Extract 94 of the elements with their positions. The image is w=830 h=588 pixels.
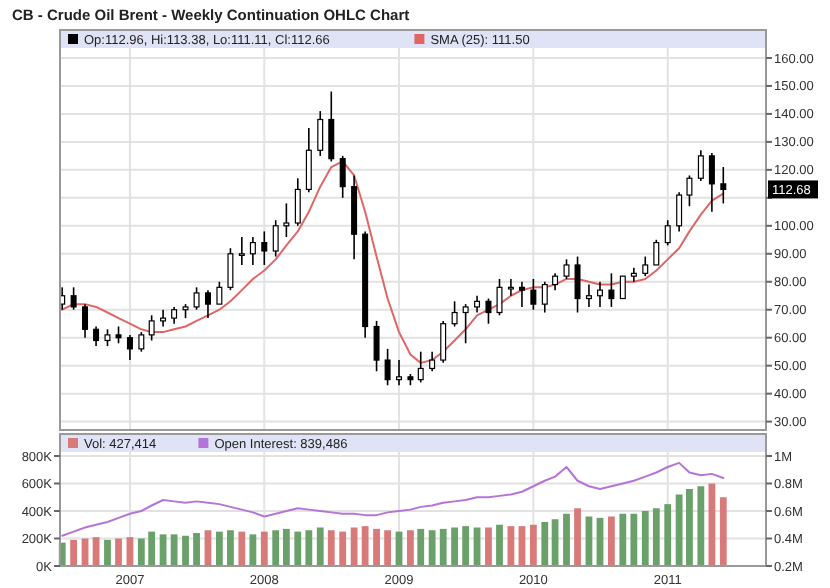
candlestick	[596, 280, 603, 308]
bar	[664, 504, 672, 566]
bar	[541, 522, 549, 566]
candlestick	[708, 152, 715, 213]
candlestick	[541, 280, 548, 314]
bar	[282, 528, 290, 566]
bar	[373, 528, 380, 566]
candlestick	[317, 110, 324, 157]
bar	[708, 483, 716, 566]
bar	[294, 531, 302, 566]
bar	[485, 527, 492, 566]
candlestick	[563, 258, 570, 280]
bar	[170, 534, 178, 566]
candlestick	[373, 320, 380, 373]
bar	[227, 530, 234, 566]
bar	[428, 530, 436, 566]
line-series	[61, 461, 725, 537]
candlestick	[697, 149, 704, 182]
candlestick	[440, 320, 447, 364]
bar	[652, 508, 660, 566]
candlestick	[93, 325, 100, 347]
bar	[719, 497, 727, 566]
bar	[115, 538, 122, 566]
candlestick	[530, 278, 537, 311]
candlestick	[496, 278, 503, 317]
candlestick	[585, 283, 592, 308]
bar	[407, 530, 414, 566]
bar	[182, 535, 189, 566]
bar	[496, 524, 503, 566]
bar	[339, 531, 347, 566]
bar	[439, 528, 447, 566]
candlestick	[653, 238, 660, 266]
bar	[529, 524, 537, 566]
candlestick	[227, 247, 234, 291]
bar	[215, 531, 223, 566]
candlestick	[204, 289, 211, 319]
bar	[630, 513, 638, 566]
bar	[260, 531, 268, 566]
candlestick	[238, 236, 245, 266]
bar	[316, 527, 324, 566]
candlestick	[417, 350, 424, 384]
bar	[574, 508, 581, 566]
candlestick	[642, 255, 649, 277]
candlestick	[574, 255, 581, 314]
candlestick	[193, 286, 200, 311]
candlestick	[294, 177, 301, 227]
candlestick	[351, 174, 358, 261]
bar	[272, 530, 280, 566]
bar	[697, 486, 705, 566]
candlestick	[126, 334, 133, 361]
candlestick	[138, 331, 145, 353]
candlestick	[261, 230, 268, 266]
bar	[350, 527, 358, 566]
candlestick	[608, 272, 615, 308]
candlestick	[328, 90, 335, 163]
candlestick	[630, 266, 637, 283]
candlestick	[70, 286, 77, 311]
candlestick	[507, 278, 514, 297]
bar	[238, 531, 246, 566]
candlestick	[82, 303, 89, 339]
candlestick	[462, 303, 469, 345]
candlestick	[720, 166, 727, 205]
bar	[384, 530, 391, 566]
bar	[327, 530, 335, 566]
candlestick	[216, 280, 223, 305]
candlestick	[485, 297, 492, 325]
candlestick	[429, 350, 436, 373]
candlestick	[339, 155, 346, 199]
candlestick	[272, 219, 279, 258]
bar	[70, 539, 78, 566]
candlestick	[664, 219, 671, 247]
bar	[462, 526, 470, 566]
candlestick	[396, 359, 403, 387]
candlestick	[686, 174, 693, 208]
bar	[104, 539, 111, 566]
candlestick	[249, 236, 256, 266]
candlestick	[518, 280, 525, 308]
candlestick	[451, 300, 458, 328]
bar	[305, 530, 313, 566]
bar	[641, 511, 649, 566]
bar	[249, 534, 257, 566]
bar	[608, 516, 615, 566]
candlestick	[283, 202, 290, 238]
candlestick	[305, 127, 312, 194]
bar	[619, 513, 627, 566]
candlestick	[148, 314, 155, 342]
bar	[361, 526, 369, 566]
candlestick	[619, 275, 626, 300]
bar	[417, 528, 425, 566]
candlestick	[384, 348, 391, 387]
bar	[193, 533, 200, 566]
bar	[451, 527, 458, 566]
bar	[563, 513, 570, 566]
candlestick	[676, 191, 683, 233]
